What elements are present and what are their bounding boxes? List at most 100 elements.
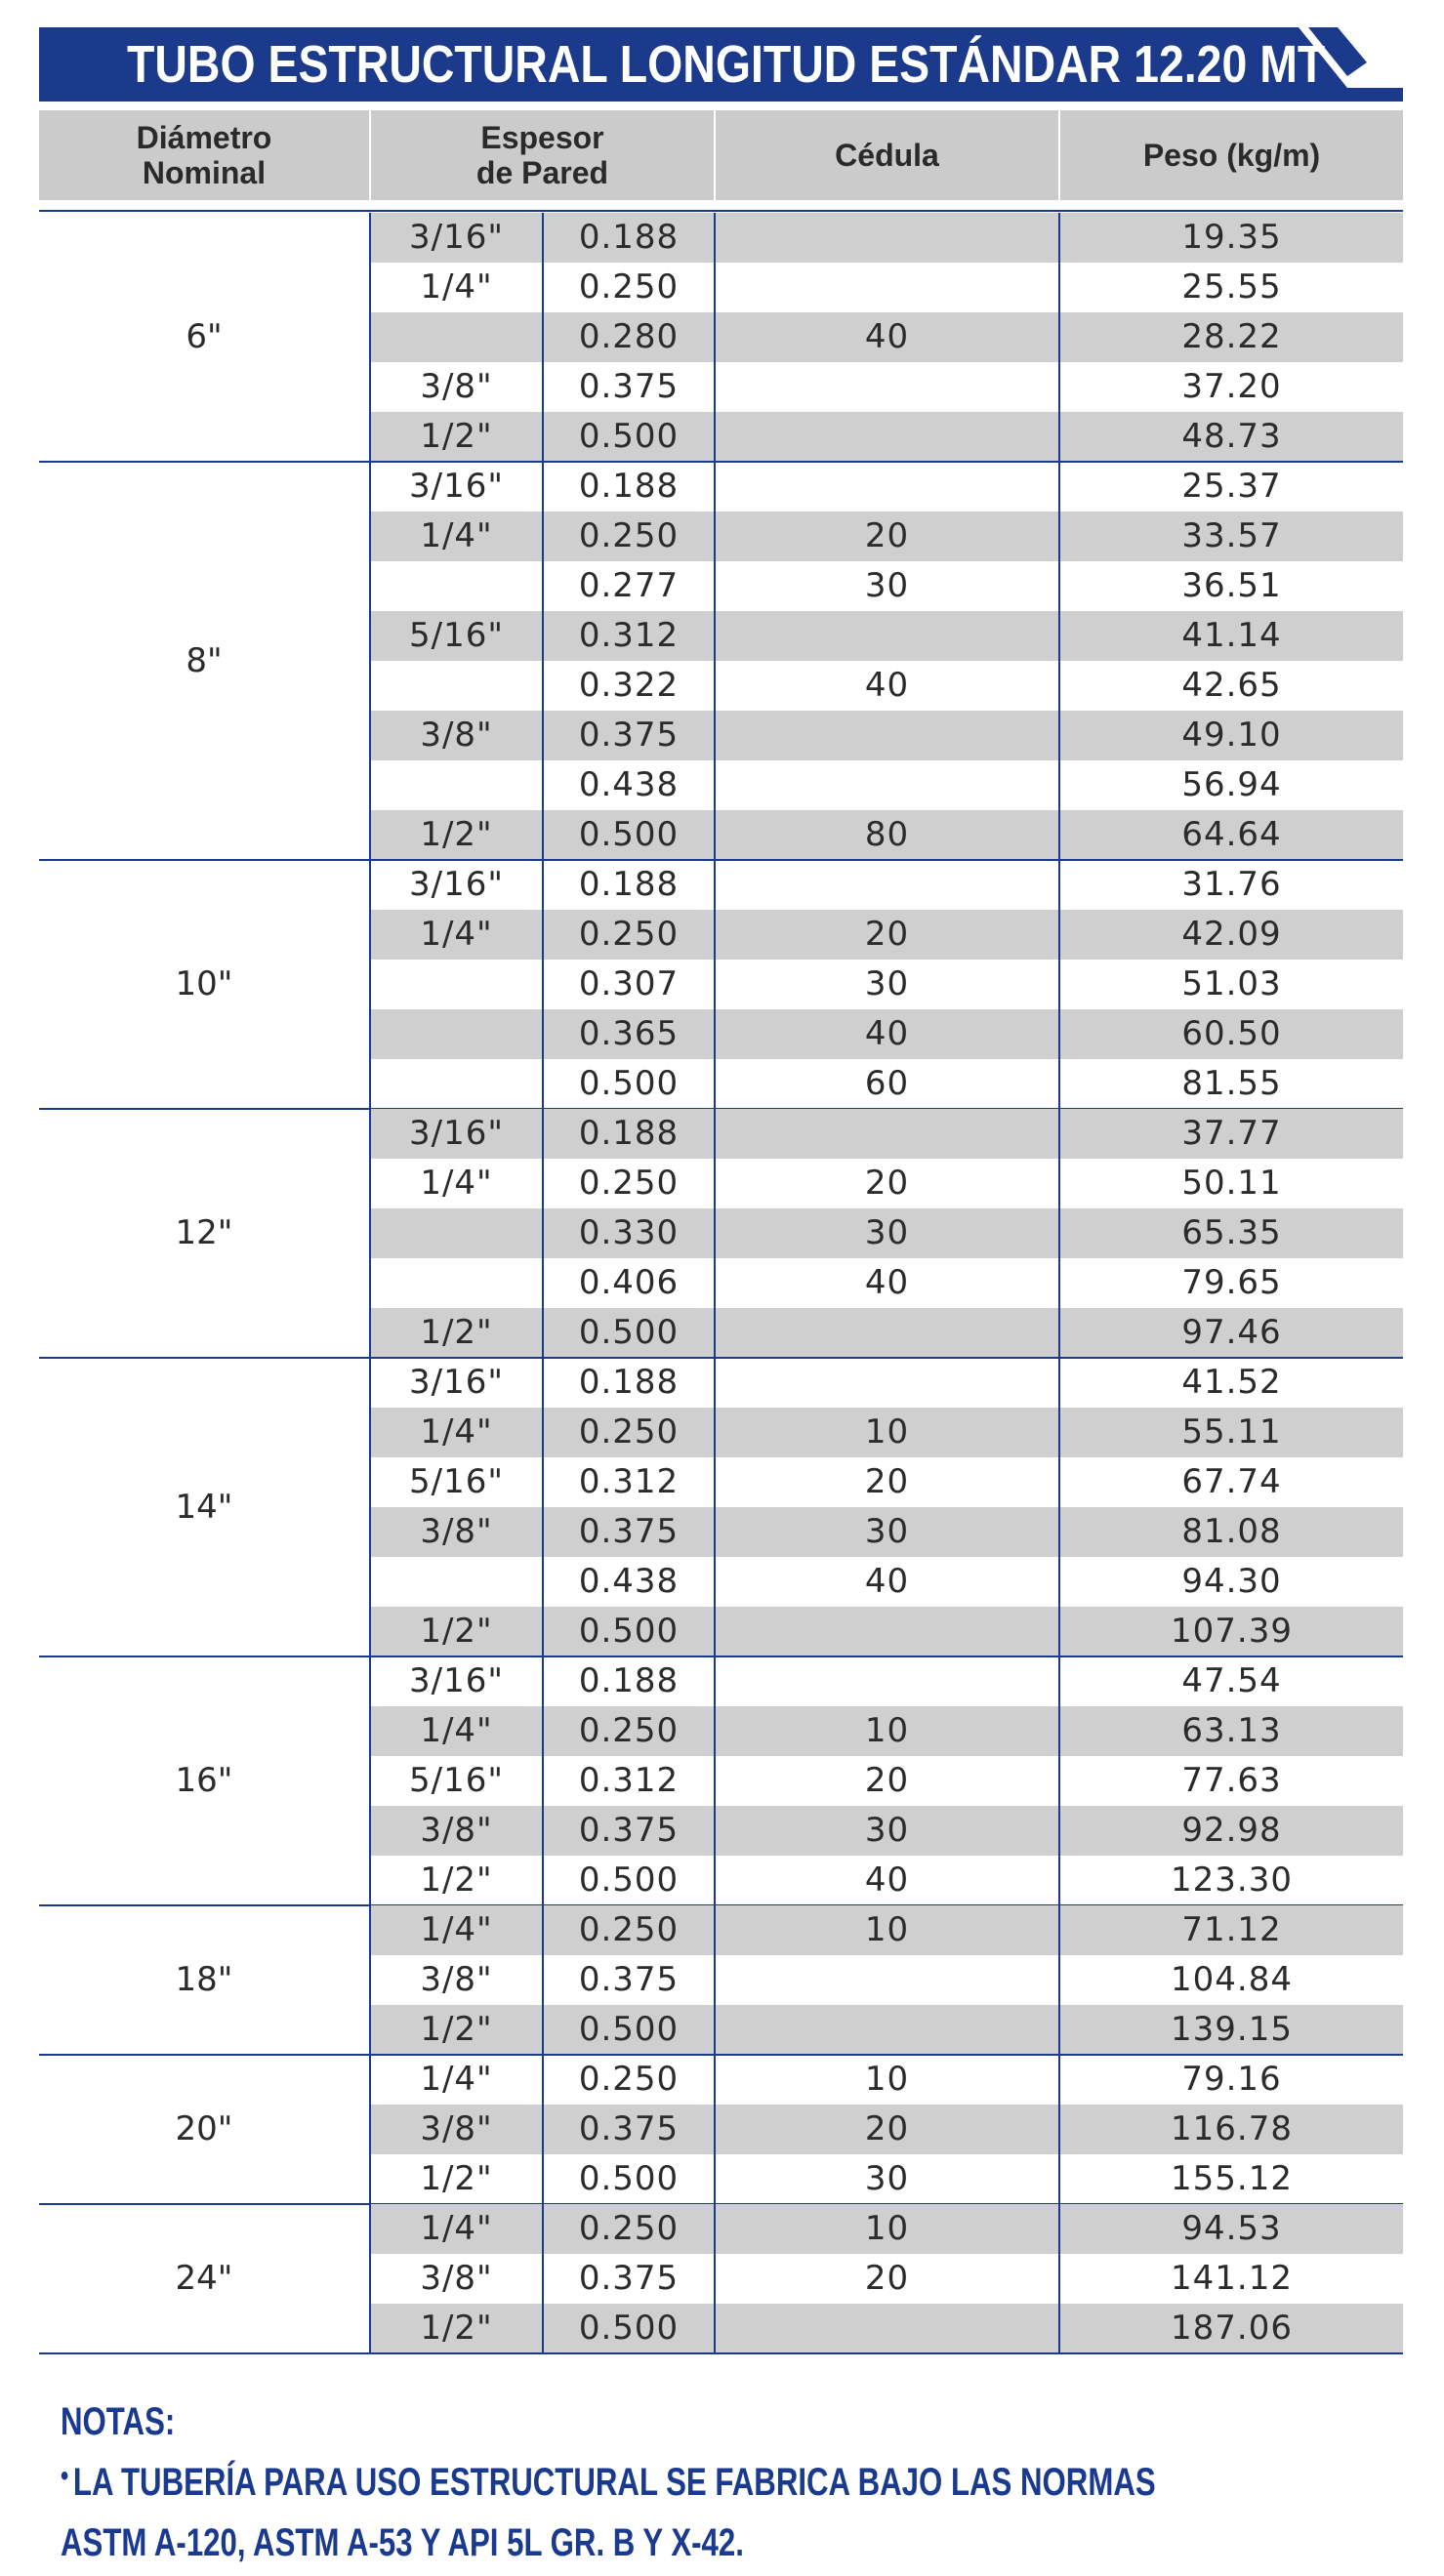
cell-cedula	[716, 1656, 1058, 1706]
header-diametro-line1: Diámetro	[136, 120, 272, 155]
cell-espesor-decimal: 0.250	[578, 915, 680, 954]
cell-espesor-decimal: 0.375	[578, 716, 680, 755]
header-diametro-line2: Nominal	[142, 155, 267, 190]
cell-espesor-fraccion: 5/16"	[409, 616, 504, 655]
cell-espesor-fraccion: 3/16"	[409, 1114, 504, 1153]
cell-espesor-decimal: 0.250	[578, 516, 680, 555]
cell-peso: 116.78	[1171, 2109, 1293, 2148]
cell-cedula	[716, 1358, 1058, 1408]
cell-cedula: 20	[864, 1164, 910, 1203]
cell-espesor-decimal: 0.375	[578, 367, 680, 406]
cell-espesor-decimal: 0.500	[578, 2010, 680, 2049]
cell-peso: 92.98	[1181, 1811, 1282, 1850]
cell-espesor-fraccion: 1/4"	[420, 1711, 493, 1750]
table-row: 0.307 30 51.03	[39, 960, 1403, 1009]
cell-espesor-fraccion: 1/2"	[420, 417, 493, 456]
table-row: 5/16" 0.312 20 67.74	[39, 1457, 1403, 1507]
cell-cedula	[716, 2005, 1058, 2055]
header-cedula-label: Cédula	[835, 138, 939, 173]
cell-peso: 19.35	[1181, 218, 1282, 257]
cell-peso: 51.03	[1181, 964, 1282, 1003]
cell-espesor-fraccion	[371, 1059, 542, 1109]
column-divider	[714, 213, 716, 2353]
cell-espesor-decimal: 0.250	[578, 1910, 680, 1949]
cell-cedula	[716, 362, 1058, 412]
cell-cedula	[716, 711, 1058, 760]
cell-cedula	[716, 1109, 1058, 1159]
cell-espesor-fraccion	[371, 1009, 542, 1059]
cell-espesor-decimal: 0.250	[578, 2209, 680, 2248]
cell-espesor-decimal: 0.375	[578, 1811, 680, 1850]
cell-espesor-fraccion: 1/2"	[420, 1313, 493, 1352]
cell-peso: 64.64	[1181, 815, 1282, 854]
notes-heading: NOTAS:	[61, 2400, 176, 2443]
cell-espesor-decimal: 0.188	[578, 218, 680, 257]
cell-espesor-fraccion: 1/4"	[420, 267, 493, 307]
cell-espesor-fraccion: 1/4"	[420, 2060, 493, 2099]
cell-cedula: 40	[864, 666, 910, 705]
cell-espesor-fraccion: 1/4"	[420, 915, 493, 954]
cell-espesor-decimal: 0.500	[578, 1313, 680, 1352]
table-row: 1/4" 0.250 20 50.11	[39, 1159, 1403, 1208]
header-diametro-nominal: Diámetro Nominal	[39, 110, 369, 200]
cell-espesor-fraccion: 5/16"	[409, 1462, 504, 1501]
cell-espesor-fraccion: 1/4"	[420, 1412, 493, 1452]
cell-peso: 55.11	[1181, 1412, 1282, 1452]
cell-cedula: 20	[864, 1761, 910, 1800]
cell-peso: 36.51	[1181, 566, 1282, 605]
header-espesor-de-pared: Espesor de Pared	[371, 110, 714, 200]
cell-espesor-fraccion: 5/16"	[409, 1761, 504, 1800]
table-row: 3/8" 0.375 37.20	[39, 362, 1403, 412]
cell-espesor-fraccion	[371, 661, 542, 711]
diameter-nominal-cell: 6"	[186, 317, 223, 356]
page-title: TUBO ESTRUCTURAL LONGITUD ESTÁNDAR 12.20…	[127, 35, 1326, 94]
cell-espesor-fraccion: 1/2"	[420, 2159, 493, 2198]
cell-cedula	[716, 412, 1058, 462]
cell-espesor-fraccion: 3/8"	[420, 1811, 493, 1850]
cell-cedula: 60	[864, 1064, 910, 1103]
cell-cedula: 30	[864, 1811, 910, 1850]
cell-cedula: 10	[864, 1412, 910, 1452]
cell-espesor-decimal: 0.375	[578, 2109, 680, 2148]
cell-espesor-decimal: 0.250	[578, 267, 680, 307]
cell-espesor-fraccion	[371, 960, 542, 1009]
cell-espesor-fraccion: 3/16"	[409, 1661, 504, 1700]
cell-espesor-decimal: 0.500	[578, 417, 680, 456]
table-row: 0.406 40 79.65	[39, 1258, 1403, 1308]
cell-espesor-decimal: 0.500	[578, 2309, 680, 2348]
cell-peso: 187.06	[1171, 2309, 1293, 2348]
cell-peso: 25.37	[1181, 467, 1282, 506]
cell-espesor-decimal: 0.307	[578, 964, 680, 1003]
cell-peso: 25.55	[1181, 267, 1282, 307]
cell-cedula	[716, 760, 1058, 810]
diameter-nominal-cell: 24"	[175, 2259, 233, 2298]
cell-espesor-decimal: 0.375	[578, 1512, 680, 1551]
cell-espesor-fraccion	[371, 1557, 542, 1607]
cell-espesor-decimal: 0.500	[578, 1860, 680, 1900]
cell-espesor-decimal: 0.250	[578, 1164, 680, 1203]
cell-espesor-decimal: 0.438	[578, 765, 680, 804]
cell-peso: 81.55	[1181, 1064, 1282, 1103]
cell-espesor-decimal: 0.250	[578, 1412, 680, 1452]
cell-peso: 155.12	[1171, 2159, 1293, 2198]
cell-espesor-decimal: 0.500	[578, 1064, 680, 1103]
table-row: 1/2" 0.500 40 123.30	[39, 1856, 1403, 1905]
header-espesor-line1: Espesor	[480, 120, 604, 155]
table-row: 0.500 60 81.55	[39, 1059, 1403, 1109]
cell-cedula	[716, 263, 1058, 312]
cell-espesor-fraccion: 1/2"	[420, 815, 493, 854]
cell-peso: 79.65	[1181, 1263, 1282, 1302]
table-row: 3/8" 0.375 104.84	[39, 1955, 1403, 2005]
cell-peso: 63.13	[1181, 1711, 1282, 1750]
cell-cedula	[716, 213, 1058, 263]
cell-peso: 104.84	[1171, 1960, 1293, 1999]
cell-cedula: 20	[864, 915, 910, 954]
cell-cedula: 10	[864, 1910, 910, 1949]
cell-peso: 31.76	[1181, 865, 1282, 904]
table-row: 1/2" 0.500 30 155.12	[39, 2154, 1403, 2204]
cell-espesor-fraccion: 3/16"	[409, 467, 504, 506]
cell-cedula: 40	[864, 1014, 910, 1053]
cell-espesor-fraccion: 3/16"	[409, 865, 504, 904]
cell-espesor-decimal: 0.438	[578, 1562, 680, 1601]
table-row: 1/4" 0.250 10 79.16	[39, 2055, 1403, 2105]
